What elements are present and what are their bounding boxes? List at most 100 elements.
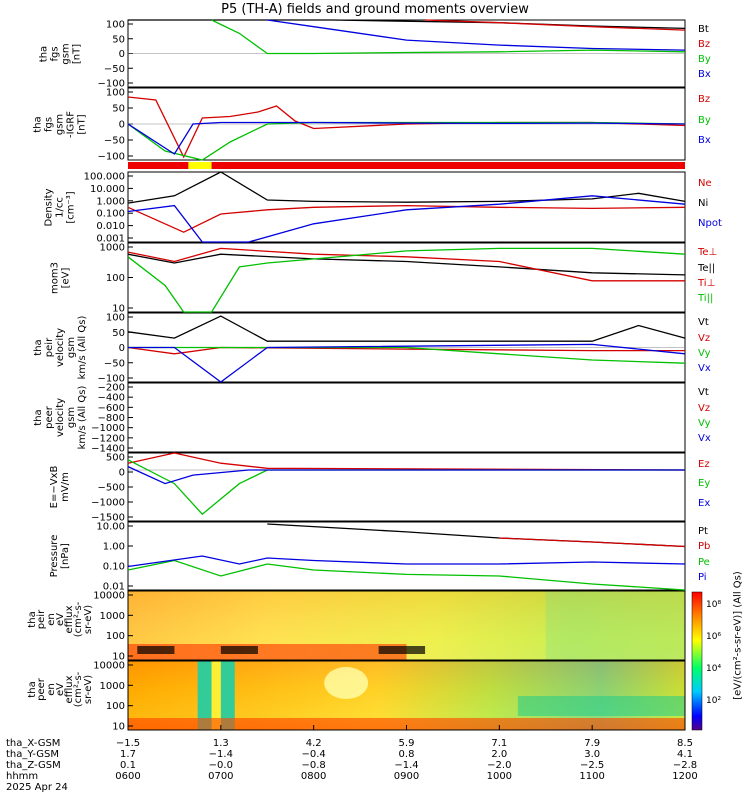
peir-flux-lowband <box>128 644 407 660</box>
series-fgs-By <box>211 19 686 55</box>
peir_vel-ytick-label: −100 <box>98 374 125 385</box>
density-ytick-label: 0.100 <box>96 209 125 220</box>
density-ytick-label: 0.010 <box>96 221 125 232</box>
footer-value: 1.3 <box>212 738 229 749</box>
temp-ylabel: mom3 [eV] <box>49 261 71 294</box>
temp-ytick-label: 100 <box>106 273 125 284</box>
legend-fgs-2: By <box>698 53 711 65</box>
peer_vel-frame <box>127 382 686 453</box>
legend-efield-0: Ez <box>698 458 710 470</box>
series-peir_vel-Vz <box>127 346 685 355</box>
legend-pressure-3: Pi <box>698 571 707 583</box>
legend-peir_vel-2: Vy <box>698 348 711 360</box>
efield-ylabel: E=−VxB mV/m <box>49 465 71 509</box>
efield-ytick-label: −1000 <box>91 498 125 509</box>
series-efield-Ey <box>127 459 685 516</box>
pressure-ytick-label: 1.00 <box>103 542 125 553</box>
series-peir_vel-Vy <box>128 346 686 364</box>
footer-row-label: tha_X-GSM <box>6 738 61 749</box>
fgs-ytick-label: −50 <box>104 64 125 75</box>
legend-temp-1: Te|| <box>698 262 716 274</box>
legend-fgs-0: Bt <box>698 24 709 36</box>
colorbar <box>691 591 703 731</box>
legend-temp-3: Ti|| <box>698 293 714 305</box>
footer-value: −1.4 <box>208 749 233 760</box>
peer_vel-ytick-label: −200 <box>98 383 125 394</box>
series-efield-Ex <box>127 466 685 485</box>
series-temp-Ti <box>127 247 686 313</box>
colorbar-tick-label: 10⁴ <box>706 664 722 674</box>
peer_flux-ylabel: tha peer en eV efflux (cm²-s-sr-eV) <box>26 671 94 708</box>
density-ytick-label: 10.000 <box>90 184 125 195</box>
footer-value: −2.5 <box>580 760 605 771</box>
peir_flux-ytick-label: 100 <box>106 631 125 642</box>
footer-value: −2.0 <box>487 760 512 771</box>
colorbar-tick-label: 10⁶ <box>706 632 722 642</box>
peer_vel-ytick-label: −800 <box>98 413 125 424</box>
pressure-ytick-label: 0.01 <box>103 582 125 593</box>
pressure-ytick-label: 10.00 <box>96 522 125 533</box>
peir_flux-ytick-label: 1000 <box>100 611 125 622</box>
peer-flux-blob <box>324 667 369 699</box>
series-fgs_dt-Bz <box>127 96 686 159</box>
footer-value: −1.5 <box>115 738 141 749</box>
footer-value: 4.2 <box>305 738 322 749</box>
legend-pressure-1: Pb <box>698 541 711 553</box>
legend-fgs_dt-0: Bz <box>698 94 711 106</box>
pressure-ytick-label: 0.10 <box>103 562 125 573</box>
footer-value: 0.1 <box>120 760 136 771</box>
footer-row-label: 2025 Apr 24 <box>6 782 68 793</box>
series-peir_vel-Vx <box>128 343 686 383</box>
series-temp-Te <box>127 247 685 282</box>
footer-value: 2.0 <box>491 749 508 760</box>
footer-value: 7.9 <box>584 738 601 749</box>
peir-flux-fade <box>545 591 685 660</box>
fgs-ylabel: tha fgs gsm [nT] <box>38 42 82 65</box>
legend-peir_vel-1: Vz <box>698 332 711 344</box>
peer_vel-ytick-label: −1400 <box>91 444 125 455</box>
peir_flux-frame <box>127 590 686 661</box>
series-density-Ne <box>127 204 686 233</box>
legend-fgs_dt-1: By <box>698 114 711 126</box>
footer-value: 0900 <box>393 771 420 782</box>
colorbar-tick-label: 10² <box>706 696 722 706</box>
peer_flux-ytick-label: 10000 <box>93 661 125 672</box>
peir_flux-ytick-label: 10000 <box>93 591 125 602</box>
legend-density-2: Npot <box>698 218 722 229</box>
plot-title: P5 (TH-A) fields and ground moments over… <box>221 2 529 17</box>
legend-temp-0: Te⊥ <box>698 247 718 259</box>
fgs_dt-ytick-label: 0 <box>119 120 125 131</box>
legend-fgs-1: Bz <box>698 39 711 51</box>
peer-flux-gap-inner <box>211 661 221 730</box>
fgs_dt-ytick-label: −100 <box>98 152 125 163</box>
footer-value: −2.8 <box>672 760 698 771</box>
colorbar-tick-label: 10⁸ <box>706 600 722 610</box>
footer-row-label: tha_Y-GSM <box>6 749 60 760</box>
mode-bar-segment <box>188 162 212 169</box>
peir_flux-ytick-label: 10 <box>112 652 125 663</box>
legend-peir_vel-3: Vx <box>698 363 711 375</box>
peer-flux-lowband <box>128 718 685 730</box>
footer-value: 0800 <box>300 771 327 782</box>
series-pressure-Pi <box>127 555 686 568</box>
fgs-ytick-label: 100 <box>106 20 125 31</box>
fgs_dt-ylabel: tha fgs gsm -IGRF [nT] <box>32 110 88 138</box>
fgs_dt-ytick-label: −50 <box>104 136 125 147</box>
peir_flux-ylabel: tha peir en eV efflux (cm²-s-sr-eV) <box>26 601 94 638</box>
peer_vel-ytick-label: −1200 <box>91 433 125 444</box>
footer-value: 5.9 <box>398 738 415 749</box>
footer-value: 3.0 <box>584 749 601 760</box>
footer-value: 4.1 <box>677 749 693 760</box>
peer_flux-ytick-label: 1000 <box>100 681 125 692</box>
fgs_dt-ytick-label: 100 <box>106 88 125 99</box>
series-fgs-Bz <box>425 19 686 31</box>
series-pressure-Pb <box>499 537 686 548</box>
fgs-ytick-label: −100 <box>98 79 125 90</box>
density-ytick-label: 0.001 <box>96 234 125 245</box>
series-temp-Te <box>127 253 686 276</box>
footer-value: 0700 <box>208 771 234 782</box>
legend-density-0: Ne <box>698 178 712 189</box>
peer_flux-ytick-label: 100 <box>106 701 125 712</box>
series-density-Npot <box>127 195 686 243</box>
temp-ytick-label: 1000 <box>100 243 125 254</box>
